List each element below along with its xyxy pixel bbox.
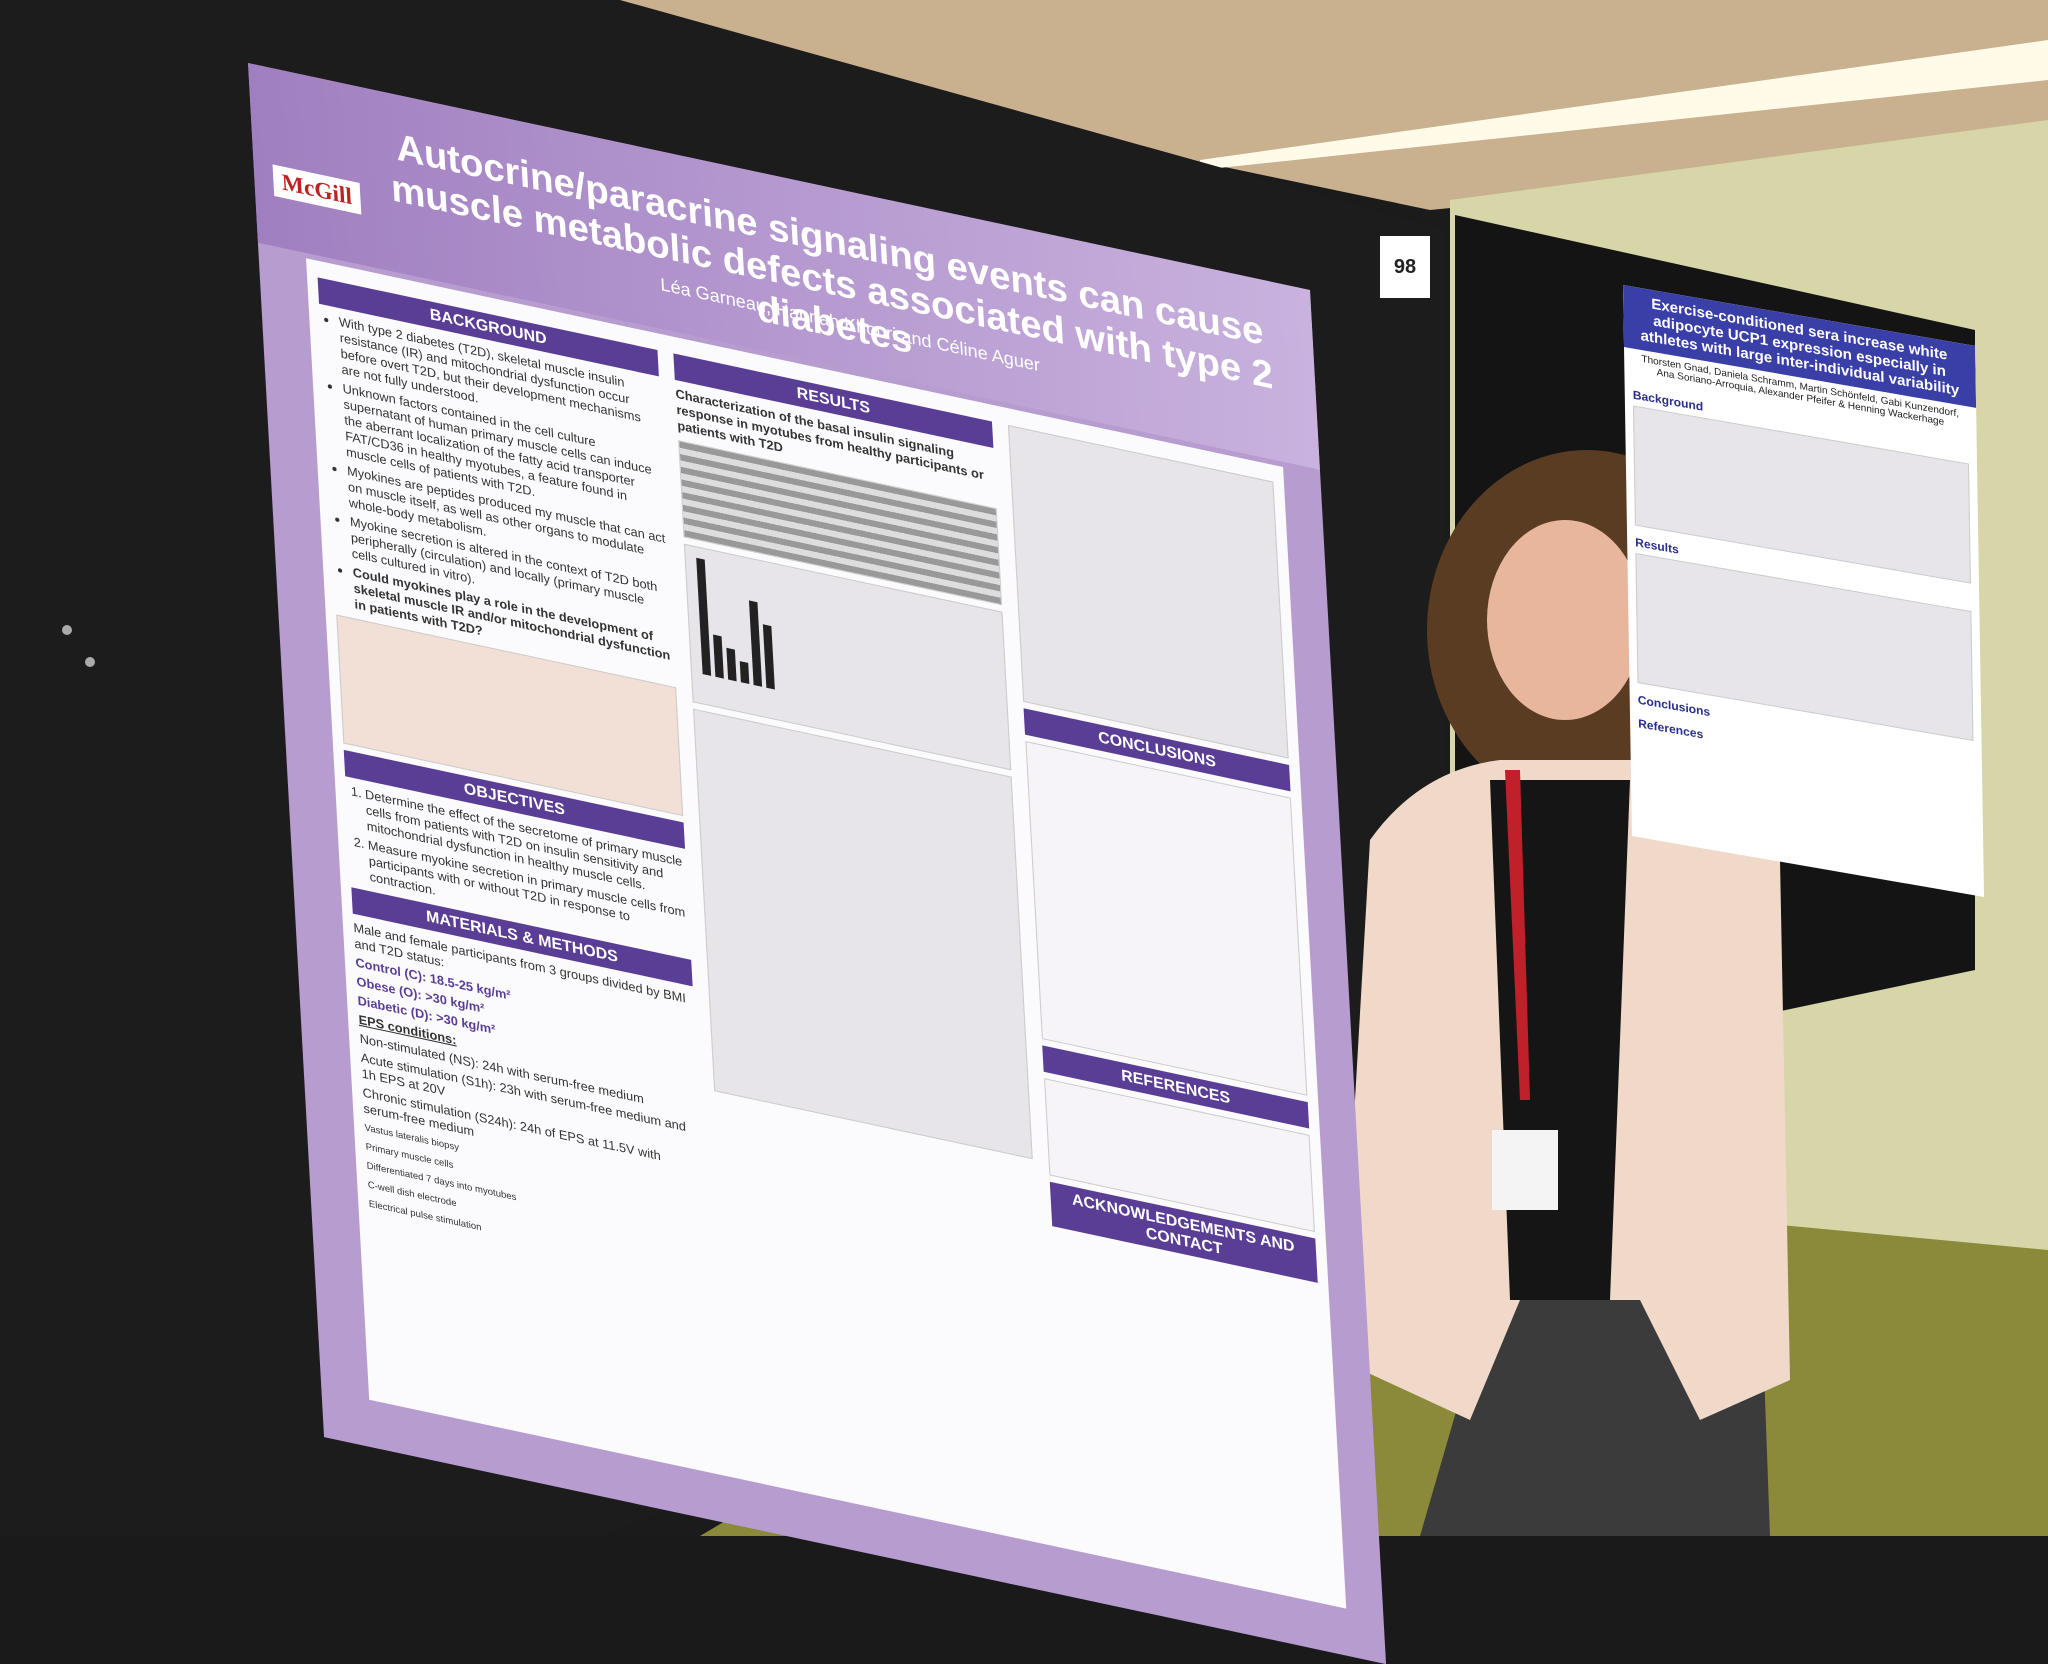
ceiling — [520, 0, 2048, 210]
name-badge — [1492, 1130, 1558, 1210]
face — [1487, 520, 1643, 720]
middle-column: RESULTS Characterization of the basal in… — [673, 347, 1033, 1166]
poster-body: BACKGROUND With type 2 diabetes (T2D), s… — [306, 258, 1347, 1609]
ceiling-light — [1200, 40, 2048, 170]
board-number: 98 — [1380, 236, 1430, 298]
pin — [62, 625, 72, 635]
pin — [85, 657, 95, 667]
poster: Autocrine/paracrine signaling events can… — [248, 63, 1387, 1664]
conclusions-text — [1025, 740, 1308, 1096]
lanyard — [1505, 770, 1530, 1100]
neighbor-poster: Exercise-conditioned sera increase white… — [1623, 285, 1985, 897]
left-column: BACKGROUND With type 2 diabetes (T2D), s… — [317, 271, 709, 1288]
page: 98 Autocrine/paracrine signaling events … — [0, 0, 2048, 1536]
figure — [693, 708, 1033, 1160]
right-column: CONCLUSIONS REFERENCES ACKNOWLEDGEMENTS … — [1007, 419, 1319, 1290]
figure — [1007, 424, 1289, 759]
